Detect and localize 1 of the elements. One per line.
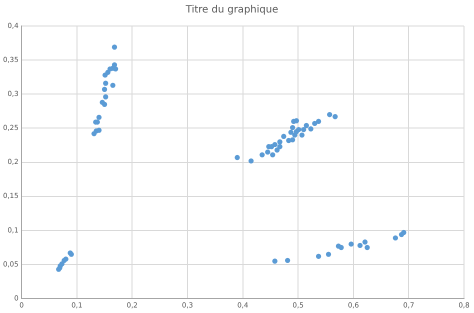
chart-title: Titre du graphique [184,4,278,16]
